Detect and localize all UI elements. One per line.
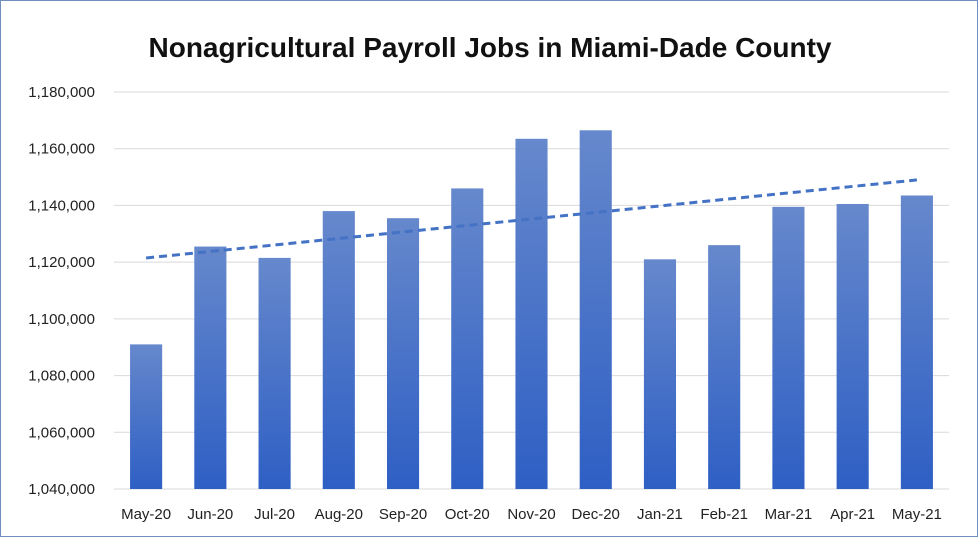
- y-tick-label: 1,160,000: [28, 141, 95, 158]
- bar-jun-20: [194, 246, 227, 489]
- y-tick-label: 1,080,000: [28, 368, 95, 385]
- x-tick-label: May-20: [121, 506, 171, 523]
- bar-feb-21: [708, 245, 741, 489]
- x-tick-label: Dec-20: [572, 506, 620, 523]
- bar-jan-21: [643, 259, 677, 489]
- x-tick-label: Sep-20: [379, 506, 427, 523]
- x-tick-label: Jan-21: [637, 506, 683, 523]
- y-tick-label: 1,100,000: [28, 311, 95, 328]
- bar-nov-20: [515, 138, 548, 489]
- x-axis-labels: May-20 Jun-20 Jul-20 Aug-20 Sep-20 Oct-20 Nov-…: [121, 506, 942, 523]
- x-tick-label: Nov-20: [507, 506, 555, 523]
- x-tick-label: Oct-20: [445, 506, 490, 523]
- bar-aug-20: [322, 211, 355, 489]
- bar-may-21: [900, 195, 933, 489]
- y-tick-label: 1,180,000: [28, 84, 95, 101]
- bar-jul-20: [258, 257, 291, 489]
- x-tick-label: Aug-20: [315, 506, 363, 523]
- bar-may-20: [130, 344, 163, 489]
- x-tick-label: Jul-20: [254, 506, 295, 523]
- y-axis-ticks: 1,040,000 1,060,000 1,080,000 1,100,000 1,12…: [28, 84, 95, 498]
- x-tick-label: Jun-20: [187, 506, 233, 523]
- x-tick-label: Mar-21: [765, 506, 813, 523]
- y-tick-label: 1,140,000: [28, 197, 95, 214]
- bar-apr-21: [836, 204, 869, 489]
- x-tick-label: Apr-21: [830, 506, 875, 523]
- bars: [130, 130, 933, 490]
- y-tick-label: 1,120,000: [28, 254, 95, 271]
- y-tick-label: 1,060,000: [28, 424, 95, 441]
- bar-dec-20: [579, 130, 612, 489]
- y-tick-label: 1,040,000: [28, 481, 95, 498]
- x-tick-label: Feb-21: [700, 506, 748, 523]
- bar-mar-21: [772, 206, 805, 489]
- bar-oct-20: [451, 188, 484, 489]
- x-tick-label: May-21: [892, 506, 942, 523]
- bar-sep-20: [386, 218, 420, 490]
- chart-title: Nonagricultural Payroll Jobs in Miami-Da…: [149, 32, 832, 63]
